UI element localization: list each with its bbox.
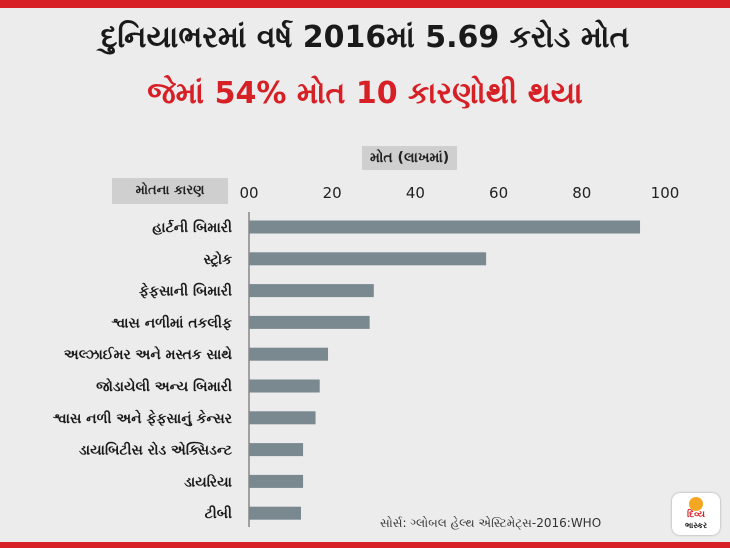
sun-icon — [689, 497, 703, 511]
category-label: જોડાયેલી અન્ય બિમારી — [96, 377, 232, 395]
chart-title: દુનિયાભરમાં વર્ષ 2016માં 5.69 કરોડ મોત — [100, 20, 630, 55]
bar — [249, 284, 374, 298]
category-header: મોતના કારણ — [112, 178, 228, 204]
category-label: અલ્ઝાઈમર અને મસ્તક સાથે — [64, 345, 232, 363]
bar — [249, 220, 641, 234]
top-accent-bar — [0, 0, 730, 8]
bar — [249, 252, 487, 266]
x-tick-label: 60 — [489, 184, 508, 202]
x-tick-label: 20 — [323, 184, 342, 202]
logo-line2: ભાસ્કર — [684, 521, 708, 530]
divya-bhaskar-logo: દિવ્ય ભાસ્કર — [672, 493, 720, 535]
x-tick-label: 00 — [239, 184, 258, 202]
bar — [249, 315, 370, 329]
x-tick-label: 80 — [572, 184, 591, 202]
source-note: સોર્સ: ગ્લોબલ હેલ્થ એસ્ટિમેટ્સ-2016:WHO — [380, 516, 602, 530]
bottom-accent-bar — [0, 542, 730, 548]
bar — [249, 411, 316, 425]
category-label: સ્ટ્રોક — [204, 250, 233, 268]
bar — [249, 347, 329, 361]
category-label: હાર્ટની બિમારી — [152, 218, 232, 236]
chart-subtitle: જેમાં 54% મોત 10 કારણોથી થયા — [147, 76, 583, 111]
bar — [249, 379, 320, 393]
bar — [249, 443, 304, 457]
x-tick-label: 40 — [406, 184, 425, 202]
category-label: ફેફસાની બિમારી — [139, 281, 232, 299]
bar — [249, 506, 301, 520]
category-label: શ્વાસ નળીમાં તકલીફ — [111, 314, 232, 331]
x-tick-label: 100 — [651, 184, 680, 202]
logo-line1: દિવ્ય — [687, 510, 705, 520]
category-label: ડાયરિયા — [184, 473, 232, 490]
category-label: શ્વાસ નળી અને ફેફસાનું કેન્સર — [53, 409, 233, 427]
x-axis-label: મોત (લાખમાં) — [362, 146, 458, 170]
category-label: ટીબી — [205, 505, 232, 522]
category-label: ડાયાબિટીસ રોડ એક્સિડન્ટ — [79, 441, 233, 459]
bar — [249, 474, 304, 488]
